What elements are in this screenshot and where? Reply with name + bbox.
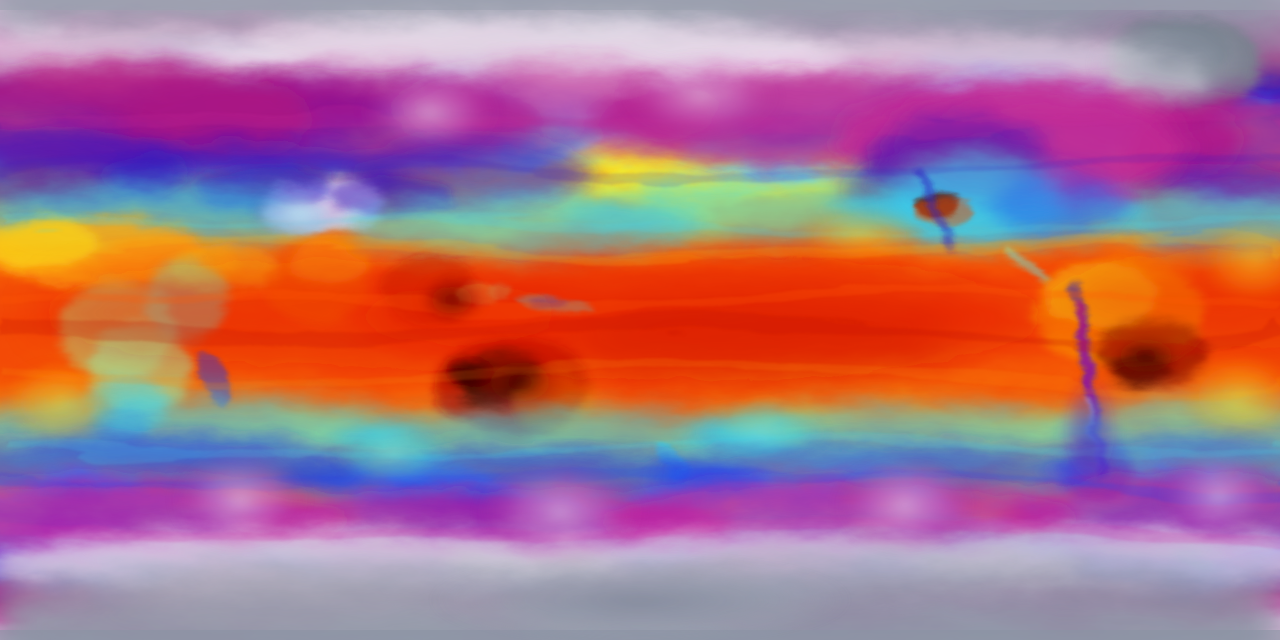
cyclonic-eddies bbox=[0, 16, 1280, 640]
rocky-mountains bbox=[913, 166, 957, 252]
central-america bbox=[1004, 249, 1053, 285]
